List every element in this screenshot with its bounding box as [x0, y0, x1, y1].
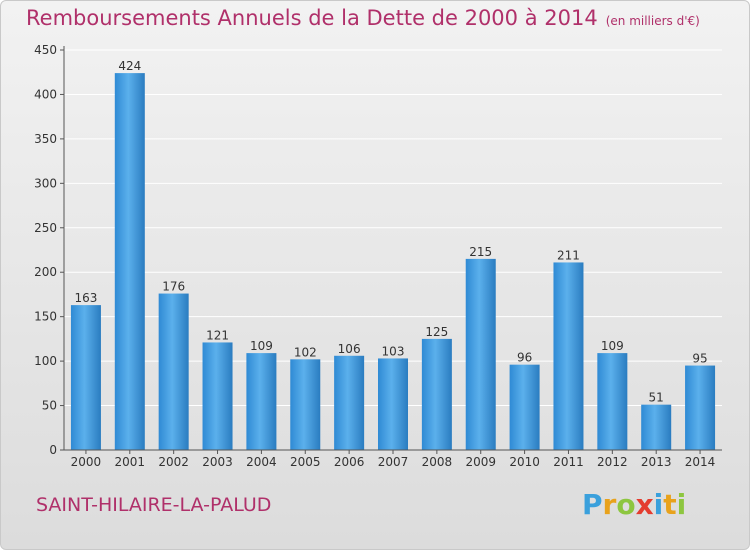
logo-letter: P: [582, 488, 603, 521]
y-tick-label: 100: [34, 354, 57, 368]
data-label: 96: [517, 351, 532, 365]
x-tick-label: 2011: [553, 455, 584, 469]
logo-letter: i: [653, 488, 664, 521]
bar-2012: [597, 353, 628, 450]
data-label: 109: [601, 339, 624, 353]
bar-2007: [378, 358, 408, 450]
data-label: 103: [382, 344, 405, 358]
labels: 0 50 100 150 200 250 300 350 400 450 163 2000 424 200…: [34, 43, 715, 469]
logo-letter: r: [602, 488, 617, 521]
chart-unit: (en milliers d'€): [605, 14, 700, 28]
y-tick-label: 350: [34, 132, 57, 146]
data-label: 176: [162, 280, 185, 294]
y-tick-label: 0: [49, 443, 57, 457]
chart-title: Remboursements Annuels de la Dette de 20…: [26, 6, 700, 30]
x-tick-label: 2013: [641, 455, 672, 469]
chart-title-text: Remboursements Annuels de la Dette de 20…: [26, 6, 598, 30]
bar-2001: [114, 73, 145, 450]
x-tick-label: 2001: [115, 455, 146, 469]
logo-letter: o: [616, 488, 636, 521]
data-label: 125: [425, 325, 448, 339]
bar-2011: [553, 262, 584, 450]
x-tick-label: 2008: [422, 455, 453, 469]
x-tick-label: 2014: [685, 455, 716, 469]
x-tick-label: 2005: [290, 455, 321, 469]
y-tick-label: 300: [34, 176, 57, 190]
bar-2000: [70, 305, 101, 450]
bar-2014: [685, 365, 716, 450]
y-tick-label: 450: [34, 43, 57, 57]
data-label: 424: [118, 59, 141, 73]
x-tick-label: 2002: [158, 455, 189, 469]
x-tick-label: 2009: [465, 455, 496, 469]
data-label: 51: [649, 391, 664, 405]
x-tick-label: 2010: [509, 455, 540, 469]
y-tick-label: 200: [34, 265, 57, 279]
logo-letter: x: [635, 488, 654, 521]
logo-letter: i: [676, 488, 687, 521]
logo-letter: t: [663, 488, 677, 521]
x-tick-label: 2012: [597, 455, 628, 469]
x-tick-label: 2000: [71, 455, 102, 469]
x-tick-label: 2007: [378, 455, 409, 469]
x-tick-label: 2003: [202, 455, 233, 469]
proxiti-logo[interactable]: Proxiti: [582, 488, 686, 521]
data-label: 106: [338, 342, 361, 356]
data-label: 215: [469, 245, 492, 259]
bar-2004: [246, 353, 277, 450]
bar-2005: [290, 359, 321, 450]
data-label: 163: [74, 291, 97, 305]
bar-2006: [334, 355, 365, 450]
axes: [60, 46, 722, 454]
bar-2002: [158, 293, 189, 450]
y-tick-label: 250: [34, 221, 57, 235]
x-tick-label: 2004: [246, 455, 277, 469]
bars: [70, 73, 716, 450]
bar-2003: [202, 342, 233, 450]
y-tick-label: 150: [34, 310, 57, 324]
bar-2010: [509, 364, 540, 450]
y-tick-label: 400: [34, 87, 57, 101]
bar-2008: [421, 338, 452, 450]
bar-2009: [465, 258, 496, 450]
data-label: 95: [692, 352, 707, 366]
bar-2013: [641, 404, 672, 450]
x-tick-label: 2006: [334, 455, 365, 469]
y-tick-label: 50: [42, 399, 57, 413]
data-label: 121: [206, 328, 229, 342]
commune-name: SAINT-HILAIRE-LA-PALUD: [36, 494, 272, 516]
data-label: 211: [557, 248, 580, 262]
data-label: 102: [294, 345, 317, 359]
data-label: 109: [250, 339, 273, 353]
